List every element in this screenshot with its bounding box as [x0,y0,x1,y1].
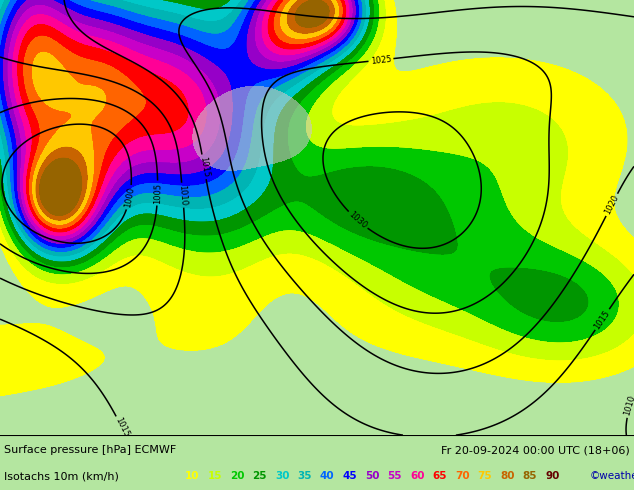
Text: 30: 30 [275,471,290,481]
Text: 60: 60 [410,471,425,481]
Text: 1010: 1010 [623,394,634,417]
Text: 85: 85 [522,471,537,481]
Text: 80: 80 [500,471,515,481]
Text: 1010: 1010 [178,184,188,206]
Text: 70: 70 [455,471,470,481]
Text: 20: 20 [230,471,245,481]
Text: Isotachs 10m (km/h): Isotachs 10m (km/h) [4,471,119,481]
Text: 65: 65 [432,471,447,481]
Text: 1030: 1030 [347,210,368,231]
Text: 90: 90 [545,471,559,481]
Text: 15: 15 [207,471,222,481]
Text: 45: 45 [342,471,357,481]
Text: Surface pressure [hPa] ECMWF: Surface pressure [hPa] ECMWF [4,445,176,455]
Text: 10: 10 [185,471,200,481]
Text: Fr 20-09-2024 00:00 UTC (18+06): Fr 20-09-2024 00:00 UTC (18+06) [441,445,630,455]
Text: 1025: 1025 [370,54,392,66]
Text: 1000: 1000 [123,186,136,209]
Text: 40: 40 [320,471,335,481]
Text: 1015: 1015 [113,416,131,439]
Text: 75: 75 [477,471,492,481]
Text: ©weatheronline.co.uk: ©weatheronline.co.uk [590,471,634,481]
Text: 1015: 1015 [593,308,612,331]
Text: 1005: 1005 [153,182,162,204]
Text: 1020: 1020 [603,194,621,216]
Text: 1015: 1015 [198,156,210,178]
Text: 35: 35 [297,471,312,481]
Text: 55: 55 [387,471,402,481]
Text: 25: 25 [252,471,267,481]
Text: 50: 50 [365,471,380,481]
